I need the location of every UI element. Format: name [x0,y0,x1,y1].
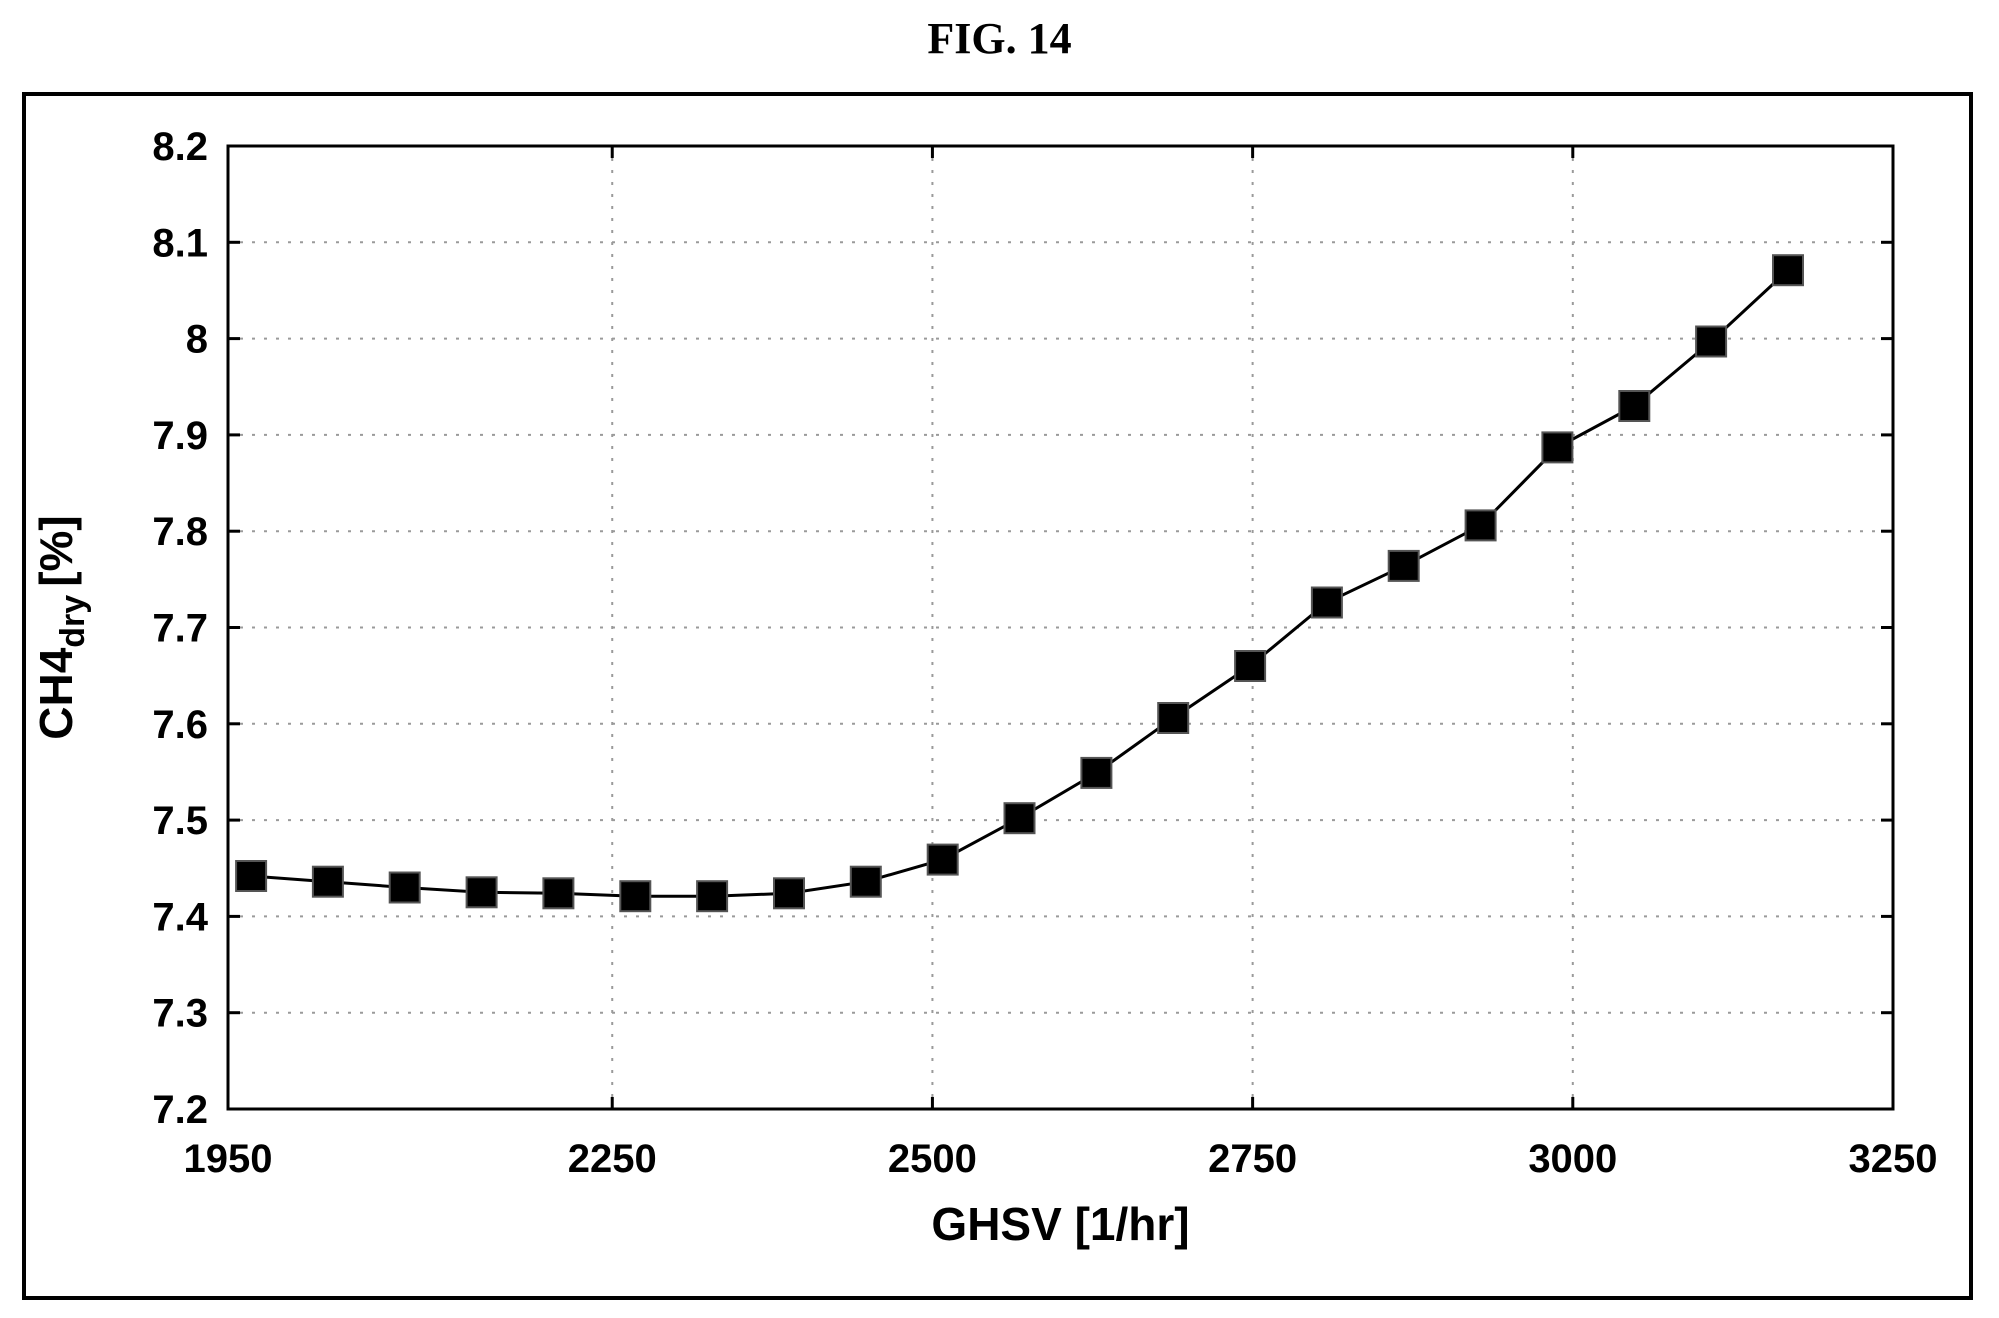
y-tick-label: 7.5 [152,799,208,843]
x-tick-label: 3250 [1849,1137,1938,1181]
figure-frame [22,92,1973,1300]
data-series [235,254,1804,913]
x-axis-label: GHSV [1/hr] [931,1198,1189,1250]
y-tick-label: 7.2 [152,1088,208,1132]
data-point [696,880,729,913]
data-point [1464,509,1497,542]
data-point [1618,390,1651,422]
data-point [1003,802,1036,835]
data-point [311,865,344,898]
y-axis-label-subscript: dry [54,595,92,648]
data-point [235,860,268,892]
y-tick-label: 8 [186,318,208,362]
data-point [1772,254,1804,287]
x-tick-label: 2500 [888,1137,977,1181]
data-point [465,876,498,909]
y-axis-label-main: CH4 [30,647,82,739]
data-point [1234,650,1267,682]
figure-title: FIG. 14 [927,14,1072,63]
x-tick-label: 1950 [184,1137,273,1181]
data-point [926,843,959,876]
grid-lines [228,146,1893,1109]
data-point [1080,756,1113,789]
axis-ticks: 1950 2250 2500 2750 3000 3250 7.2 7.3 7.4 7.5 7.6 7… [152,125,1937,1181]
x-tick-label: 3000 [1528,1137,1617,1181]
y-tick-label: 7.4 [152,895,208,939]
data-point [1695,325,1728,358]
data-point [388,871,421,904]
plot-area [226,144,1895,1111]
data-point [773,877,805,910]
data-point [1541,431,1574,464]
data-point [1387,549,1420,582]
data-point [1157,702,1190,734]
data-point [1310,586,1343,619]
y-tick-label: 7.8 [152,510,208,554]
y-axis-label-unit: [%] [30,515,82,587]
y-tick-label: 7.9 [152,414,208,458]
y-tick-label: 7.3 [152,992,208,1036]
y-tick-label: 7.6 [152,703,208,747]
x-tick-label: 2750 [1208,1137,1297,1181]
data-point [849,865,882,898]
data-point [542,877,575,910]
y-axis-label: CH4dry [%] [30,515,92,740]
data-point [619,880,652,913]
y-tick-label: 7.7 [152,607,208,651]
x-tick-label: 2250 [568,1137,657,1181]
y-tick-label: 8.2 [152,125,208,169]
y-tick-label: 8.1 [152,221,208,265]
